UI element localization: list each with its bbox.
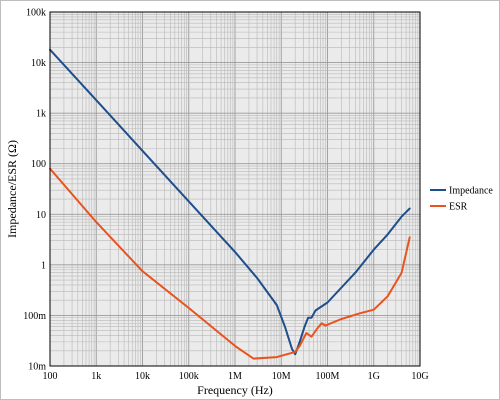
x-axis-title: Frequency (Hz) <box>197 383 273 397</box>
x-axis-ticks: 100 1k 10k 100k 1M 10M 100M 1G 10G <box>43 371 429 382</box>
series-line-esr <box>49 167 411 360</box>
x-tick-label: 100 <box>43 371 58 382</box>
legend: Impedance ESR <box>430 186 493 213</box>
y-tick-label: 100 <box>31 159 46 170</box>
x-tick-label: 1k <box>91 371 101 382</box>
x-tick-label: 10k <box>135 371 150 382</box>
legend-label: ESR <box>449 202 468 213</box>
y-axis-ticks: 10m 100m 1 10 100 1k 10k 100k <box>23 8 46 373</box>
y-tick-label: 10 <box>36 210 46 221</box>
x-tick-label: 1G <box>368 371 380 382</box>
y-tick-label: 10m <box>28 362 46 373</box>
x-tick-label: 100k <box>179 371 199 382</box>
plot-area-border <box>49 11 421 367</box>
x-tick-label: 1M <box>228 371 242 382</box>
y-tick-label: 100k <box>26 8 46 19</box>
y-tick-label: 10k <box>31 58 46 69</box>
x-tick-label: 100M <box>316 371 340 382</box>
legend-label: Impedance <box>449 186 493 197</box>
y-tick-label: 100m <box>23 311 46 322</box>
x-tick-label: 10G <box>411 371 428 382</box>
grid <box>50 12 420 366</box>
y-tick-label: 1 <box>41 260 46 271</box>
series-line-impedance <box>49 48 411 356</box>
y-axis-title: Impedance/ESR (Ω) <box>5 140 19 238</box>
y-tick-label: 1k <box>36 109 46 120</box>
series-lines <box>49 48 411 360</box>
x-tick-label: 10M <box>272 371 291 382</box>
